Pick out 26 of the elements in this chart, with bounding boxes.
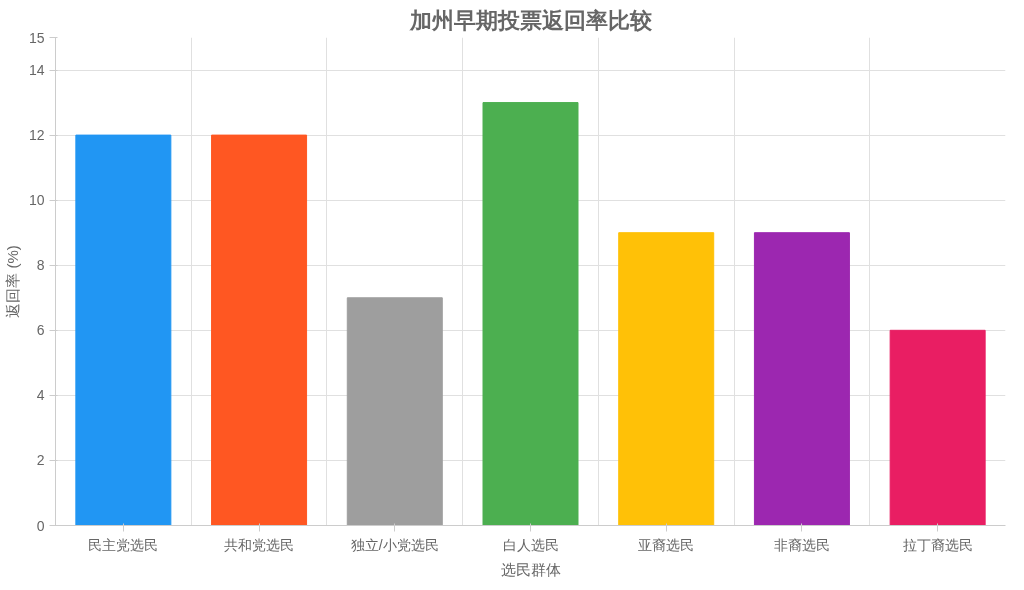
x-tick-label: 共和党选民 — [224, 536, 295, 553]
chart-title: 加州早期投票返回率比较 — [408, 7, 653, 33]
x-axis-title: 选民群体 — [500, 560, 561, 578]
bar — [75, 134, 172, 526]
y-axis-title: 返回率 (%) — [3, 245, 21, 318]
y-tick-label: 0 — [36, 517, 45, 534]
x-tick-label: 拉丁裔选民 — [902, 536, 973, 553]
y-tick-label: 6 — [36, 322, 45, 339]
bar — [482, 102, 579, 526]
y-tick-label: 14 — [28, 62, 45, 79]
y-tick-label: 4 — [36, 387, 45, 404]
x-tick-label: 民主党选民 — [88, 536, 159, 553]
bar — [346, 297, 443, 526]
y-tick-label: 15 — [28, 29, 45, 46]
bar — [211, 134, 308, 526]
x-tick-label: 亚裔选民 — [638, 536, 695, 553]
x-tick-label: 非裔选民 — [773, 536, 830, 553]
bar — [618, 232, 715, 526]
y-tick-label: 12 — [28, 127, 45, 144]
bar — [889, 329, 986, 526]
x-tick-label: 白人选民 — [502, 536, 559, 553]
bar — [753, 232, 850, 526]
y-tick-label: 10 — [28, 192, 45, 209]
y-tick-label: 8 — [36, 257, 45, 274]
y-tick-label: 2 — [36, 452, 45, 469]
x-tick-label: 独立/小党选民 — [350, 536, 439, 553]
